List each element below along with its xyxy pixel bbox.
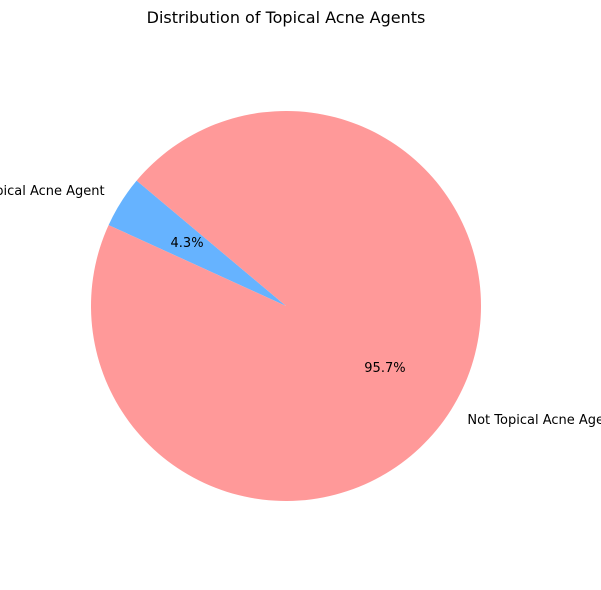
pie-labels: Topical Acne Agent 4.3% Not Topical Acne A… <box>0 184 601 428</box>
slice-label-1: Not Topical Acne Agent <box>467 413 601 428</box>
slice-percent-0: 4.3% <box>171 236 204 251</box>
chart-title: Distribution of Topical Acne Agents <box>147 8 426 27</box>
pie-slice-1 <box>90 111 482 501</box>
pie-slices <box>90 111 482 501</box>
pie-slice-0 <box>108 180 287 306</box>
slice-percent-1: 95.7% <box>364 361 405 376</box>
slice-label-0: Topical Acne Agent <box>0 184 105 199</box>
